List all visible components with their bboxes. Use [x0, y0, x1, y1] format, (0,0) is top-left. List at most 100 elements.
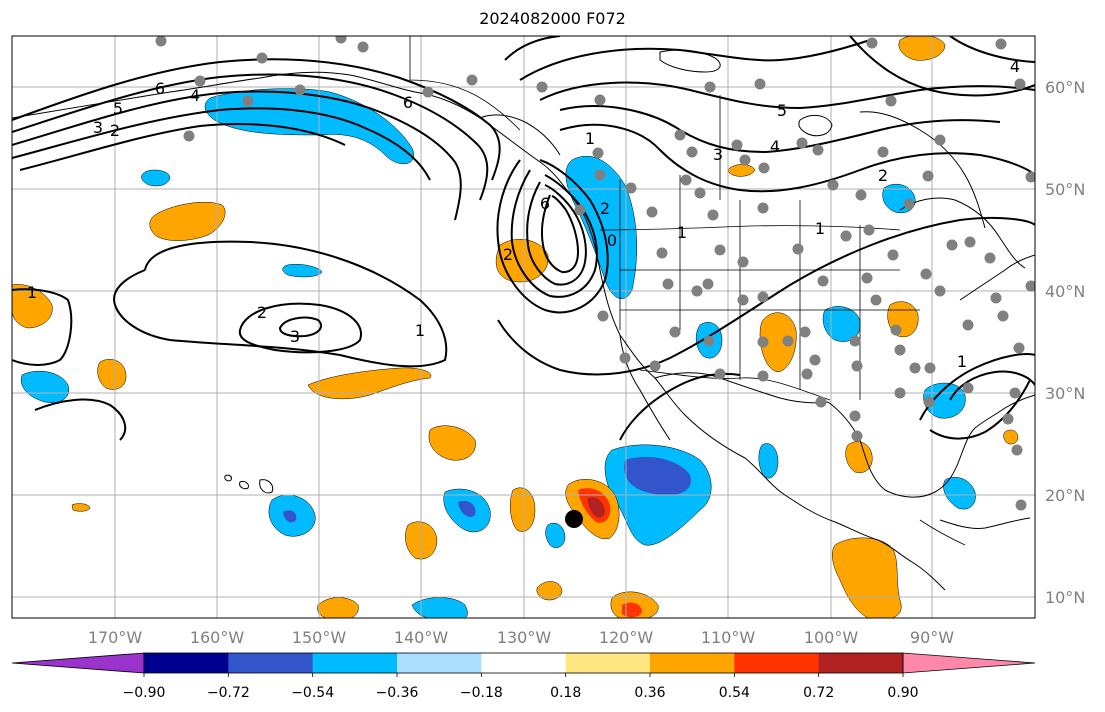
- contour-label: 1: [585, 129, 595, 148]
- contour-label: 2: [600, 199, 610, 218]
- station-marker: [592, 147, 604, 159]
- anomaly-area-bottom-left: [317, 597, 359, 618]
- station-marker: [754, 78, 766, 90]
- contour-label: 0: [607, 231, 617, 250]
- station-marker: [155, 36, 167, 47]
- station-marker: [877, 146, 889, 158]
- colorbar-tick-label: 0.72: [803, 685, 834, 701]
- station-marker: [997, 310, 1009, 322]
- anomaly-area-south-central: [545, 522, 566, 548]
- contour-label: 2: [503, 245, 513, 264]
- station-marker: [649, 360, 661, 372]
- colorbar: −0.90 −0.72 −0.54 −0.36 −0.18 0.18 0.36 0.54 0.7…: [11, 652, 1036, 701]
- station-marker: [1025, 280, 1035, 292]
- station-marker: [855, 189, 867, 201]
- anomaly-area-central-west: [509, 487, 536, 532]
- contour-label: 1: [957, 352, 967, 371]
- station-marker: [792, 243, 804, 255]
- contour-label: 2: [257, 303, 267, 322]
- longitude-label: 120°W: [599, 628, 654, 647]
- station-marker: [922, 170, 934, 182]
- station-marker: [256, 52, 268, 64]
- colorbar-segment: [650, 653, 735, 673]
- station-marker: [849, 410, 861, 422]
- station-marker: [335, 36, 347, 44]
- longitude-label: 90°W: [910, 628, 954, 647]
- station-marker: [597, 310, 609, 322]
- station-marker: [646, 206, 658, 218]
- station-marker: [817, 275, 829, 287]
- station-marker: [737, 256, 749, 268]
- contour-label: 4: [1010, 57, 1020, 76]
- colorbar-tick-label: 0.18: [550, 685, 581, 701]
- contour-label: 1: [815, 219, 825, 238]
- anomaly-area-hawaii-east-core: [283, 510, 297, 523]
- anomaly-area-mexico-west: [845, 441, 873, 473]
- station-marker: [809, 354, 821, 366]
- station-marker: [625, 182, 637, 194]
- graticule: [12, 36, 1035, 618]
- anomaly-area-west-tiny: [71, 503, 91, 512]
- colorbar-outline: [143, 652, 904, 674]
- station-marker: [1002, 413, 1014, 425]
- latitude-labels: 60°N 50°N 40°N 30°N 20°N 10°N: [1045, 78, 1085, 607]
- anomaly-area-small-mid: [282, 264, 323, 278]
- station-marker: [757, 291, 769, 303]
- station-markers: [155, 36, 1035, 511]
- station-marker: [1014, 78, 1026, 90]
- station-marker: [1025, 171, 1035, 183]
- colorbar-low-extension: [11, 652, 145, 674]
- latitude-label: 60°N: [1045, 78, 1085, 97]
- station-marker: [183, 130, 195, 142]
- station-marker: [574, 204, 586, 216]
- colorbar-tick-label: 0.54: [719, 685, 750, 701]
- station-marker: [964, 236, 976, 248]
- longitude-label: 140°W: [394, 628, 449, 647]
- station-marker: [242, 95, 254, 107]
- political-borders: [409, 36, 966, 546]
- station-marker: [757, 202, 769, 214]
- station-marker: [656, 247, 668, 259]
- anomaly-area-near-storm-core: [587, 497, 605, 518]
- colorbar-tick-label: 0.90: [887, 685, 918, 701]
- station-marker: [357, 41, 369, 53]
- station-marker: [801, 368, 813, 380]
- station-marker: [757, 336, 769, 348]
- contour-label: 2: [110, 121, 120, 140]
- anomaly-area-east-pacific-core: [624, 456, 691, 496]
- contour-label: 5: [113, 99, 123, 118]
- station-marker: [920, 268, 932, 280]
- contour-label: 4: [190, 86, 200, 105]
- colorbar-high-extension: [902, 652, 1036, 674]
- station-marker: [691, 285, 703, 297]
- latitude-label: 20°N: [1045, 486, 1085, 505]
- longitude-label: 100°W: [804, 628, 859, 647]
- station-marker: [1013, 342, 1025, 354]
- colorbar-tick-label: 0.36: [634, 685, 665, 701]
- station-marker: [849, 335, 861, 347]
- contour-label: 1: [415, 321, 425, 340]
- anomaly-area-bottom-center-core: [622, 602, 642, 618]
- station-marker: [674, 129, 686, 141]
- station-marker: [594, 169, 606, 181]
- station-marker: [812, 144, 824, 156]
- anomaly-area-west-pacific: [20, 370, 70, 403]
- station-marker: [984, 252, 996, 264]
- colorbar-tick-label: −0.90: [123, 685, 166, 701]
- station-marker: [870, 294, 882, 306]
- station-marker: [995, 38, 1007, 50]
- contour-label: 2: [878, 166, 888, 185]
- station-marker: [934, 285, 946, 297]
- station-marker: [923, 396, 935, 408]
- station-marker: [990, 292, 1002, 304]
- colorbar-segment: [312, 653, 398, 673]
- contour-label: 6: [540, 194, 550, 213]
- colorbar-segment: [734, 653, 819, 673]
- station-marker: [594, 94, 606, 106]
- station-marker: [686, 146, 698, 158]
- station-marker: [714, 368, 726, 380]
- station-marker: [703, 335, 715, 347]
- station-marker: [704, 81, 716, 93]
- anomaly-area-labrador: [898, 36, 946, 61]
